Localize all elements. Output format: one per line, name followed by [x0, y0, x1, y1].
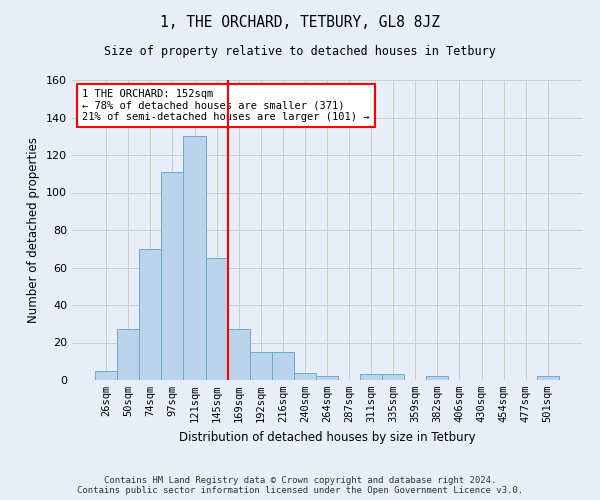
Bar — [382, 374, 404, 380]
Bar — [206, 258, 227, 380]
Bar — [294, 372, 316, 380]
Bar — [537, 376, 559, 380]
Bar — [360, 374, 382, 380]
Bar — [316, 376, 338, 380]
X-axis label: Distribution of detached houses by size in Tetbury: Distribution of detached houses by size … — [179, 430, 475, 444]
Text: 1, THE ORCHARD, TETBURY, GL8 8JZ: 1, THE ORCHARD, TETBURY, GL8 8JZ — [160, 15, 440, 30]
Text: Contains HM Land Registry data © Crown copyright and database right 2024.
Contai: Contains HM Land Registry data © Crown c… — [77, 476, 523, 495]
Bar — [427, 376, 448, 380]
Bar — [161, 172, 184, 380]
Y-axis label: Number of detached properties: Number of detached properties — [28, 137, 40, 323]
Text: Size of property relative to detached houses in Tetbury: Size of property relative to detached ho… — [104, 45, 496, 58]
Bar — [250, 352, 272, 380]
Bar — [272, 352, 294, 380]
Bar — [117, 330, 139, 380]
Text: 1 THE ORCHARD: 152sqm
← 78% of detached houses are smaller (371)
21% of semi-det: 1 THE ORCHARD: 152sqm ← 78% of detached … — [82, 89, 370, 122]
Bar — [227, 330, 250, 380]
Bar — [139, 248, 161, 380]
Bar — [184, 136, 206, 380]
Bar — [95, 370, 117, 380]
